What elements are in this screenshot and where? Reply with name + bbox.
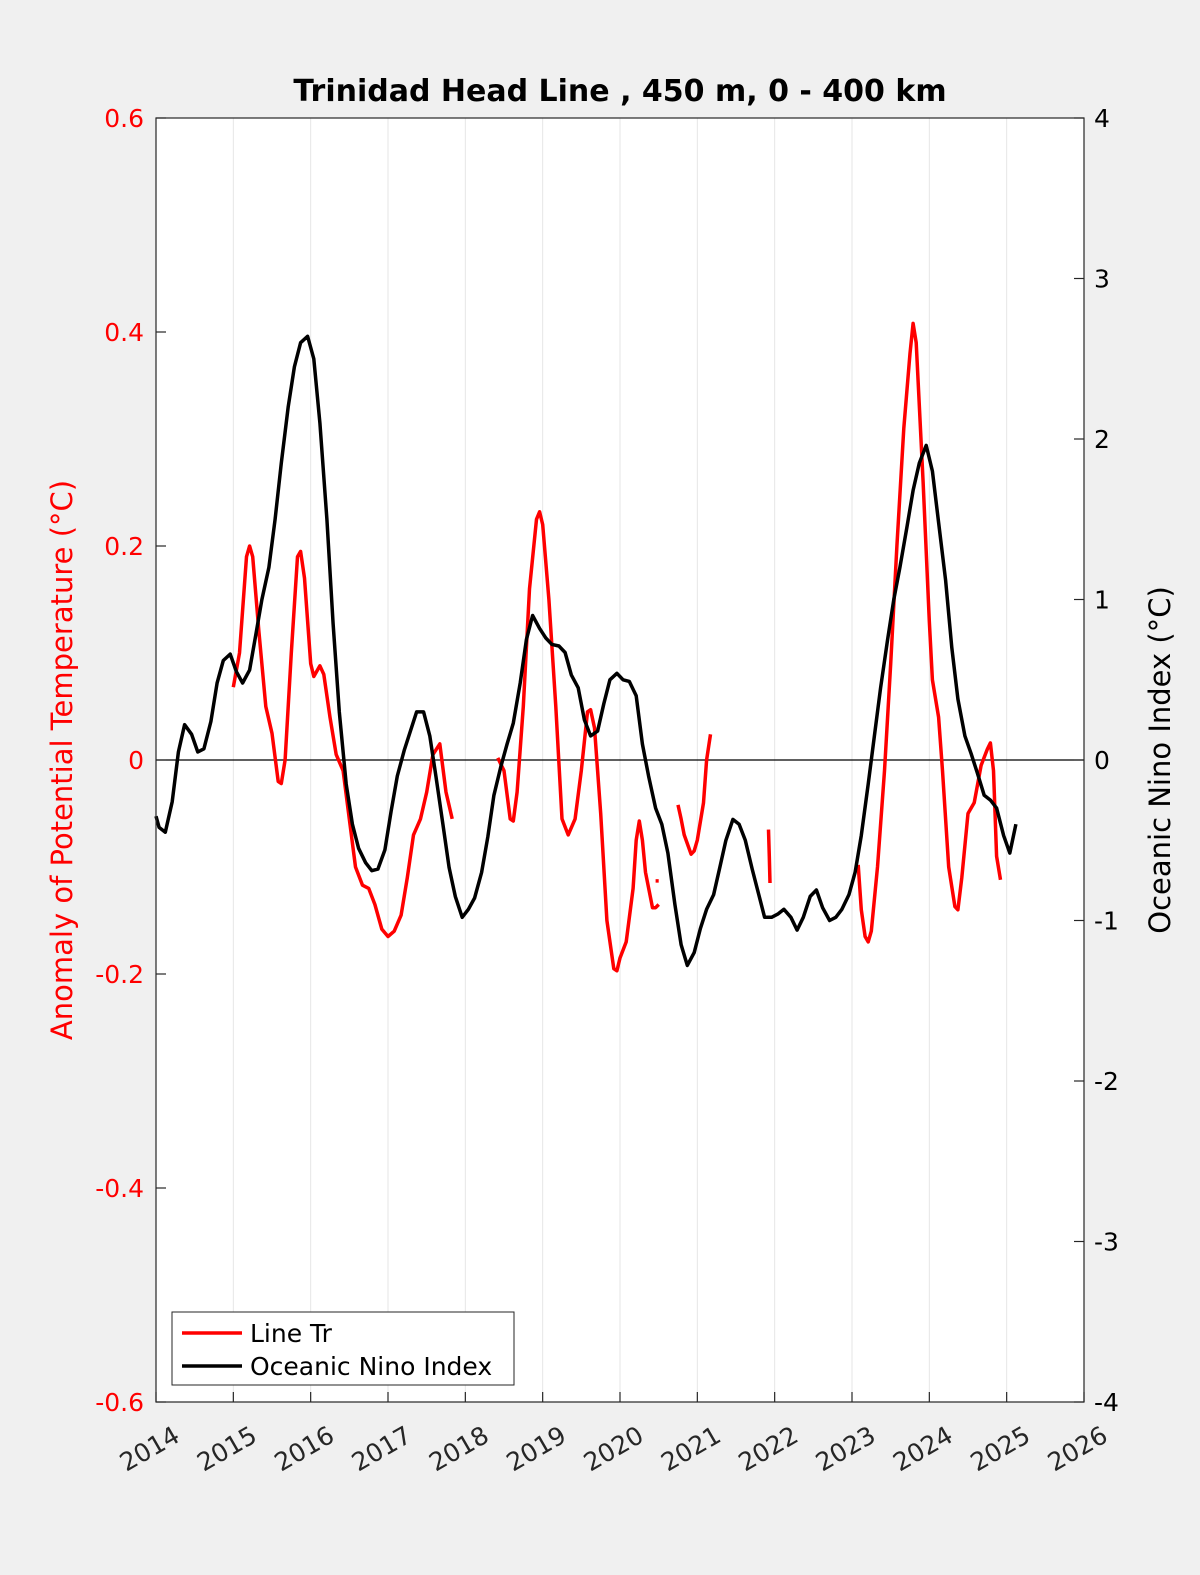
- legend-label-line-tr: Line Tr: [250, 1319, 333, 1348]
- line-tr-series: [676, 734, 713, 856]
- x-tick-label: 2016: [269, 1420, 339, 1477]
- y-right-tick-label: 0: [1094, 746, 1110, 775]
- x-tick-label: 2019: [501, 1420, 571, 1477]
- y-right-tick-label: -3: [1094, 1228, 1119, 1257]
- y-right-tick-label: -2: [1094, 1067, 1119, 1096]
- chart-title: Trinidad Head Line , 450 m, 0 - 400 km: [293, 74, 946, 109]
- y-left-tick-label: -0.4: [95, 1174, 144, 1203]
- y-right-tick-label: 1: [1094, 586, 1110, 615]
- y-right-tick-label: -1: [1094, 907, 1119, 936]
- axis-ticks: [155, 117, 1085, 1403]
- x-tick-label: 2023: [811, 1420, 881, 1477]
- line-tr-series: [856, 321, 1003, 944]
- x-tick-label: 2015: [192, 1420, 262, 1477]
- x-tick-label: 2014: [115, 1420, 185, 1477]
- y-axis-label-right: Oceanic Nino Index (°C): [1143, 586, 1177, 934]
- y-left-tick-label: -0.2: [95, 960, 144, 989]
- y-left-tick-label: 0.2: [104, 532, 144, 561]
- y-left-tick-label: 0.6: [104, 104, 144, 133]
- series-group: [154, 321, 1018, 973]
- x-tick-label: 2020: [579, 1420, 649, 1477]
- y-left-tick-label: -0.6: [95, 1388, 144, 1417]
- oni-series: [154, 334, 1018, 968]
- x-tick-label: 2022: [733, 1420, 803, 1477]
- x-tick-label: 2018: [424, 1420, 494, 1477]
- y-right-tick-label: 3: [1094, 265, 1110, 294]
- line-tr-series: [231, 544, 454, 939]
- legend-box: [171, 1311, 515, 1386]
- legend-label-oni: Oceanic Nino Index: [250, 1352, 492, 1381]
- y-right-tick-label: -4: [1094, 1388, 1119, 1417]
- x-tick-label: 2024: [888, 1420, 958, 1477]
- line-tr-series: [496, 510, 660, 973]
- y-right-tick-label: 4: [1094, 104, 1110, 133]
- y-left-tick-label: 0.4: [104, 318, 144, 347]
- y-left-tick-label: 0: [128, 746, 144, 775]
- line-tr-series: [766, 829, 772, 884]
- x-tick-label: 2026: [1043, 1420, 1113, 1477]
- x-tick-label: 2017: [347, 1420, 417, 1477]
- x-tick-label: 2025: [965, 1420, 1035, 1477]
- y-axis-label-left: Anomaly of Potential Temperature (°C): [45, 480, 79, 1040]
- y-right-tick-label: 2: [1094, 425, 1110, 454]
- legend: Line Tr Oceanic Nino Index: [171, 1311, 515, 1386]
- x-tick-label: 2021: [656, 1420, 726, 1477]
